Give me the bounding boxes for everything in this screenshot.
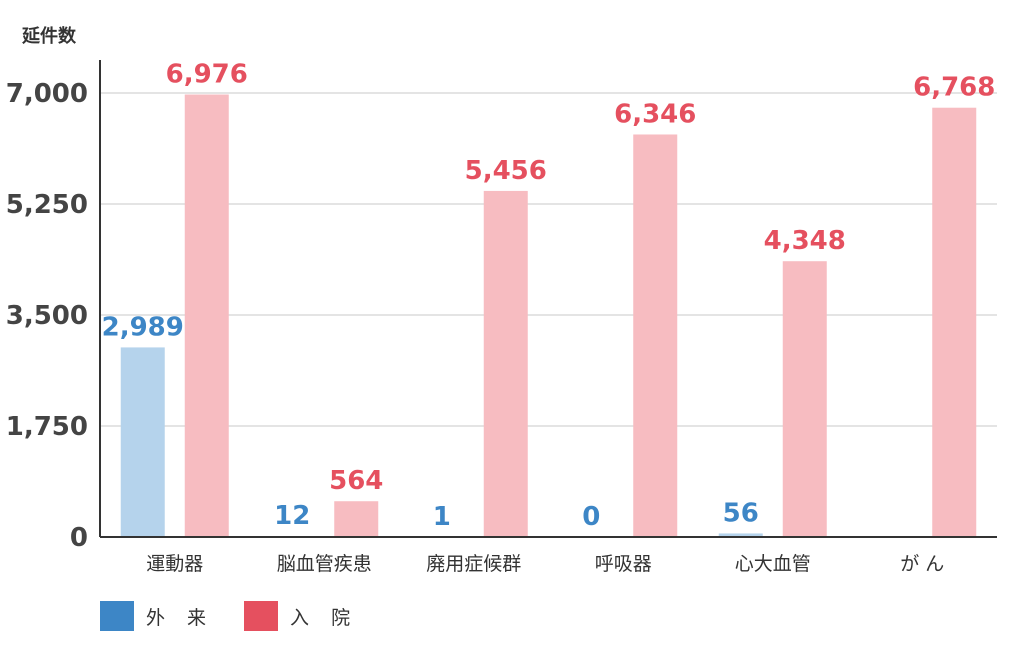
y-tick-label: 0 [70, 523, 88, 553]
data-label-inpatient: 564 [329, 466, 383, 496]
bar-inpatient [633, 134, 677, 537]
y-tick-labels: 0 1,750 3,500 5,250 7,000 [6, 79, 88, 553]
data-label-inpatient: 6,346 [614, 99, 696, 129]
legend-swatch-outpatient [100, 601, 134, 631]
value-labels: 2,989 6,976 12 564 1 5,456 0 6,346 56 4,348 6,768 [102, 60, 996, 532]
bar-inpatient [185, 95, 229, 537]
x-tick-label: 運動器 [146, 553, 203, 575]
data-label-inpatient: 4,348 [764, 226, 846, 256]
x-tick-label: 廃用症候群 [426, 553, 521, 575]
data-label-outpatient: 1 [433, 502, 451, 532]
bar-inpatient [783, 261, 827, 537]
bar-inpatient [484, 191, 528, 537]
y-tick-label: 5,250 [6, 190, 88, 220]
legend-item-outpatient: 外 来 [100, 601, 214, 631]
y-axis-title: 延件数 [21, 25, 77, 47]
data-label-outpatient: 0 [582, 502, 600, 532]
data-label-outpatient: 12 [274, 501, 310, 531]
legend: 外 来 入 院 [100, 601, 388, 631]
gridlines [100, 93, 997, 426]
y-tick-label: 7,000 [6, 79, 88, 109]
bar-outpatient [121, 347, 165, 537]
x-tick-label: 心大血管 [735, 553, 811, 575]
data-label-outpatient: 2,989 [102, 312, 184, 342]
data-label-inpatient: 6,768 [913, 73, 995, 103]
legend-label-outpatient: 外 来 [146, 603, 214, 630]
legend-swatch-inpatient [244, 601, 278, 631]
legend-label-inpatient: 入 院 [290, 603, 358, 630]
y-tick-label: 3,500 [6, 301, 88, 331]
data-label-inpatient: 5,456 [465, 156, 547, 186]
x-tick-label: が ん [900, 553, 944, 575]
legend-item-inpatient: 入 院 [244, 601, 358, 631]
data-label-inpatient: 6,976 [166, 60, 248, 90]
bars [121, 95, 977, 537]
x-tick-label: 脳血管疾患 [277, 553, 372, 575]
data-label-outpatient: 56 [723, 498, 759, 528]
x-tick-labels: 運動器 脳血管疾患 廃用症候群 呼吸器 心大血管 が ん [146, 553, 944, 575]
x-tick-label: 呼吸器 [595, 553, 652, 575]
y-tick-label: 1,750 [6, 412, 88, 442]
bar-inpatient [334, 501, 378, 537]
bar-inpatient [932, 108, 976, 537]
